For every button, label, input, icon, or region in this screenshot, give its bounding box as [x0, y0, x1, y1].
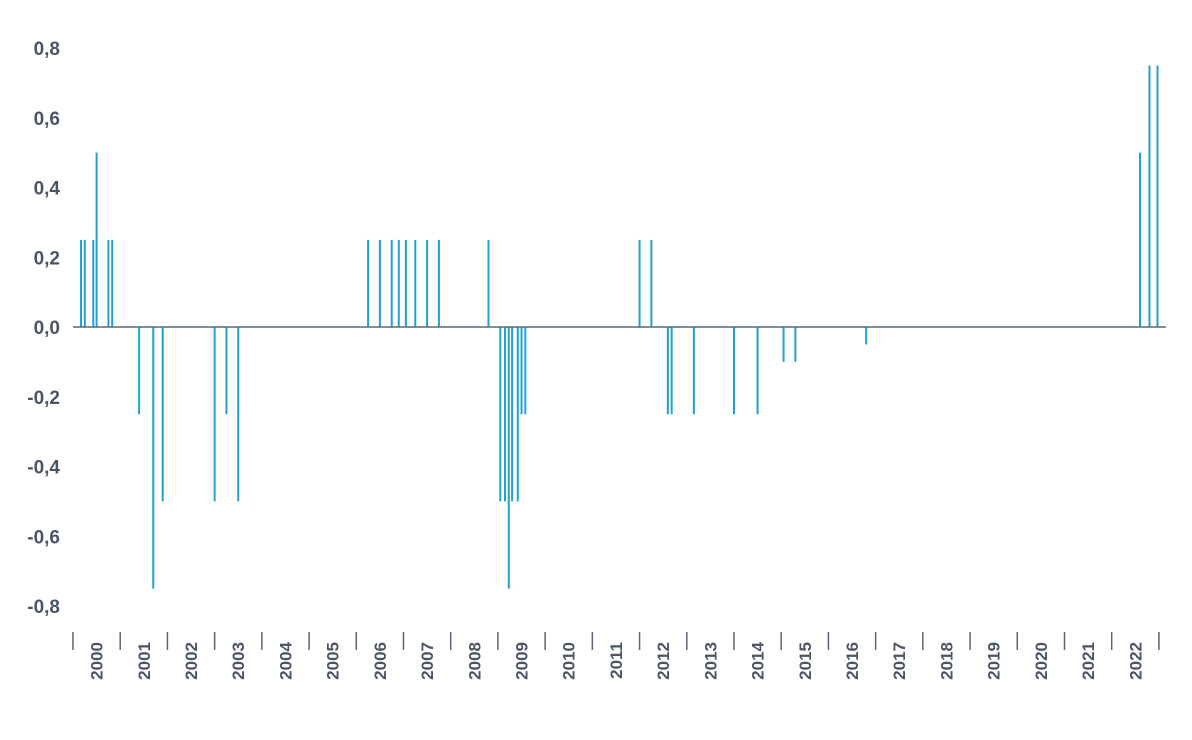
x-tick-label: 2005 — [324, 642, 343, 680]
y-tick-label: -0,8 — [27, 597, 60, 618]
x-tick-label: 2022 — [1126, 642, 1145, 680]
x-tick-label: 2014 — [749, 641, 768, 679]
x-tick-label: 2018 — [937, 642, 956, 680]
y-tick-label: 0,4 — [34, 179, 61, 200]
x-axis-ticks: 2000 2001 2002 2003 2004 2005 2006 2007 2008 2009… — [72, 632, 1160, 680]
x-tick-label: 2001 — [135, 642, 154, 680]
x-tick-label: 2021 — [1079, 642, 1098, 680]
x-tick-label: 2003 — [229, 642, 248, 680]
x-tick-label: 2009 — [513, 642, 532, 680]
bars — [80, 65, 1159, 589]
y-tick-label: -0,4 — [27, 458, 60, 479]
x-tick-label: 2017 — [890, 642, 909, 680]
y-tick-label: 0,0 — [34, 318, 60, 339]
x-tick-label: 2016 — [843, 642, 862, 680]
y-tick-label: 0,2 — [34, 248, 60, 269]
x-tick-label: 2000 — [88, 642, 107, 680]
x-tick-label: 2007 — [418, 642, 437, 680]
x-tick-label: 2008 — [465, 642, 484, 680]
x-tick-label: 2004 — [276, 641, 295, 679]
x-tick-label: 2011 — [607, 642, 626, 679]
x-tick-label: 2012 — [654, 642, 673, 680]
x-tick-label: 2010 — [560, 642, 579, 680]
x-tick-label: 2002 — [182, 642, 201, 680]
y-tick-label: 0,8 — [34, 39, 60, 60]
x-tick-label: 2006 — [371, 642, 390, 680]
x-tick-label: 2013 — [701, 642, 720, 680]
y-tick-label: -0,6 — [27, 527, 60, 548]
x-tick-label: 2015 — [796, 642, 815, 680]
x-tick-label: 2019 — [985, 642, 1004, 680]
y-tick-label: 0,6 — [34, 109, 60, 130]
y-tick-label: -0,2 — [27, 388, 60, 409]
x-tick-label: 2020 — [1032, 642, 1051, 680]
y-axis-ticks: 0,8 0,6 0,4 0,2 0,0 -0,2 -0,4 -0,6 -0,8 — [27, 39, 60, 618]
